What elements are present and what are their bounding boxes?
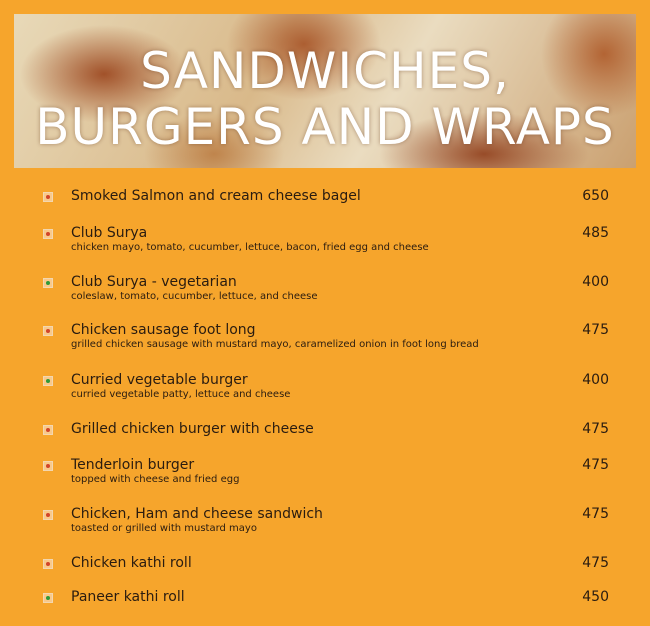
veg-icon (43, 593, 53, 603)
item-name: Paneer kathi roll (71, 589, 185, 605)
title-line: BURGERS AND WRAPS (35, 98, 615, 156)
item-name: Smoked Salmon and cream cheese bagel (71, 188, 361, 204)
item-description: grilled chicken sausage with mustard may… (71, 339, 479, 350)
item-description: chicken mayo, tomato, cucumber, lettuce,… (71, 242, 429, 253)
item-price: 400 (582, 372, 609, 388)
veg-icon (43, 376, 53, 386)
item-price: 475 (582, 421, 609, 437)
item-price: 400 (582, 274, 609, 290)
item-price: 450 (582, 589, 609, 605)
non-veg-icon (43, 510, 53, 520)
item-description: toasted or grilled with mustard mayo (71, 523, 257, 534)
non-veg-icon (43, 559, 53, 569)
non-veg-icon (43, 229, 53, 239)
item-name: Chicken kathi roll (71, 555, 192, 571)
title-line: SANDWICHES, (140, 42, 510, 100)
item-name: Club Surya (71, 225, 148, 241)
non-veg-icon (43, 192, 53, 202)
item-price: 475 (582, 457, 609, 473)
item-name: Chicken sausage foot long (71, 322, 256, 338)
item-name: Tenderloin burger (71, 457, 195, 473)
item-description: curried vegetable patty, lettuce and che… (71, 389, 291, 400)
item-price: 475 (582, 506, 609, 522)
non-veg-icon (43, 326, 53, 336)
item-price: 650 (582, 188, 609, 204)
item-name: Curried vegetable burger (71, 372, 248, 388)
item-name: Club Surya - vegetarian (71, 274, 237, 290)
veg-icon (43, 278, 53, 288)
header-banner: SANDWICHES, BURGERS AND WRAPS (14, 14, 636, 168)
item-name: Grilled chicken burger with cheese (71, 421, 314, 437)
item-name: Chicken, Ham and cheese sandwich (71, 506, 323, 522)
item-price: 475 (582, 322, 609, 338)
item-description: coleslaw, tomato, cucumber, lettuce, and… (71, 291, 318, 302)
item-price: 475 (582, 555, 609, 571)
item-description: topped with cheese and fried egg (71, 474, 240, 485)
non-veg-icon (43, 425, 53, 435)
non-veg-icon (43, 461, 53, 471)
item-price: 485 (582, 225, 609, 241)
